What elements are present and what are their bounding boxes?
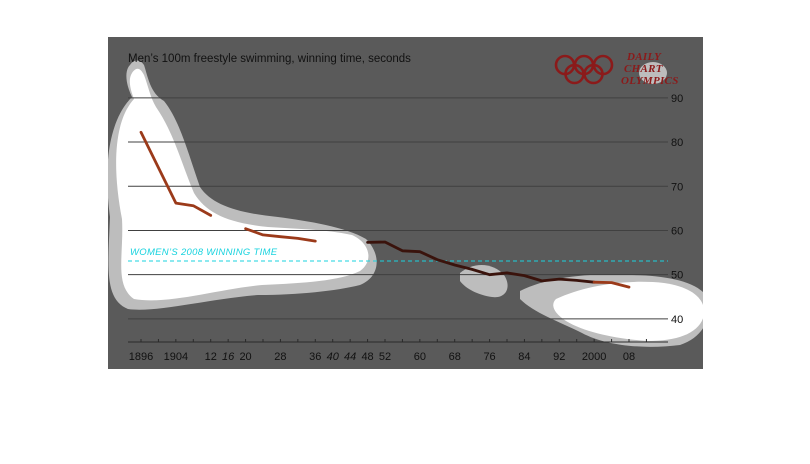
y-tick-label-80: 80 [671, 137, 683, 149]
y-tick-label-90: 90 [671, 93, 683, 105]
reference-line-label: WOMEN’S 2008 WINNING TIME [130, 247, 278, 258]
x-tick-label-1992: 92 [553, 351, 565, 363]
series-line-1 [139, 130, 213, 217]
x-tick-label-1952: 52 [379, 351, 391, 363]
chart-title: Men’s 100m freestyle swimming, winning t… [128, 53, 411, 65]
x-tick-label-1944: 44 [344, 351, 356, 363]
brand-text: DAILY CHART OLYMPICS [621, 51, 679, 87]
x-tick-label-1936: 36 [309, 351, 321, 363]
halo-blob-mid [460, 264, 508, 298]
x-tick-label-1940: 40 [327, 351, 340, 363]
brand-line-1: DAILY [627, 51, 662, 63]
x-tick-label-1960: 60 [414, 351, 426, 363]
grid-layer: 40 50 60 70 80 90 [128, 93, 683, 326]
x-tick-label-2008: 08 [623, 351, 635, 363]
x-tick-label-1976: 76 [483, 351, 495, 363]
x-tick-label-1948: 48 [361, 351, 373, 363]
chart-panel: 40 50 60 70 80 90 WOMEN’S 2008 WINNING TIME 1… [108, 37, 703, 369]
x-tick-label-1912: 12 [205, 351, 217, 363]
series-line-4 [592, 280, 631, 289]
olympic-rings-icon [554, 54, 614, 85]
reference-layer: WOMEN’S 2008 WINNING TIME [128, 247, 668, 262]
x-tick-label-1916: 16 [222, 351, 235, 363]
series-line-3 [366, 240, 596, 284]
x-axis: 1896 1904 12 16 20 28 36 40 44 48 52 60 68 76 84 92 2000… [128, 339, 668, 363]
y-tick-label-60: 60 [671, 225, 683, 237]
halo-blob-top-right [639, 62, 667, 84]
y-tick-label-50: 50 [671, 270, 683, 282]
series-layer [139, 130, 631, 289]
y-tick-label-70: 70 [671, 181, 683, 193]
x-tick-label-1968: 68 [449, 351, 461, 363]
chart-svg: 40 50 60 70 80 90 WOMEN’S 2008 WINNING TIME 1… [108, 60, 703, 363]
x-tick-label-2000: 2000 [582, 351, 606, 363]
y-tick-label-40: 40 [671, 314, 683, 326]
x-tick-label-1928: 28 [274, 351, 286, 363]
halo-blob-right-inner [553, 281, 703, 341]
daily-chart-olympics-logo: DAILY CHART OLYMPICS [553, 51, 683, 87]
x-tick-label-1904: 1904 [164, 351, 188, 363]
brand-line-3: OLYMPICS [621, 75, 679, 87]
x-tick-label-1896: 1896 [129, 351, 153, 363]
halo-blob-left-inner [116, 68, 369, 301]
x-tick-label-1984: 84 [518, 351, 530, 363]
series-line-2 [244, 227, 317, 243]
brand-line-2: CHART [624, 63, 663, 75]
x-tick-label-1920: 20 [239, 351, 251, 363]
halo-shapes [108, 60, 703, 347]
